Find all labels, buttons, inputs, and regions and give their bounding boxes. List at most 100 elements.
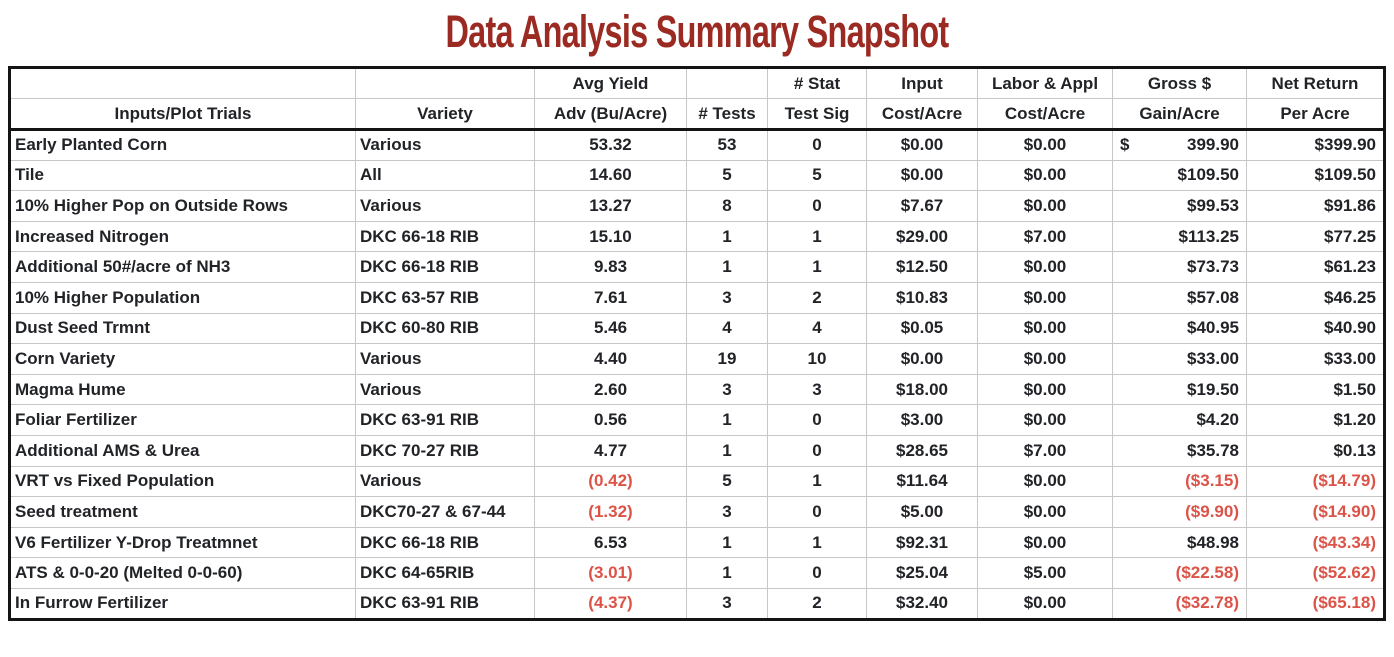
table-row: Increased Nitrogen DKC 66-18 RIB 15.10 1 1 $2… — [9, 220, 1385, 253]
table-row: 10% Higher Population DKC 63-57 RIB 7.61 3 2… — [9, 281, 1385, 314]
cell-labor-appl-cost: $0.00 — [977, 312, 1113, 345]
cell-stat-test-sig: 1 — [767, 220, 867, 253]
header-row-top: Avg Yield # Stat Input Labor & Appl Gross $ N… — [9, 67, 1385, 99]
cell-avg-yield-adv: 13.27 — [534, 190, 687, 222]
cell-net-return: ($43.34) — [1246, 526, 1385, 559]
cell-stat-test-sig: 2 — [767, 281, 867, 314]
cell-inputs-plot-trials: Increased Nitrogen — [9, 220, 356, 253]
cell-input-cost: $0.05 — [866, 312, 978, 345]
table-row: 10% Higher Pop on Outside Rows Various 13.… — [9, 190, 1385, 222]
cell-gross-gain: $73.73 — [1112, 251, 1247, 283]
cell-variety: DKC 66-18 RIB — [355, 526, 535, 559]
cell-stat-test-sig: 0 — [767, 404, 867, 436]
column-header-num-tests-top — [686, 67, 768, 99]
cell-avg-yield-adv: 15.10 — [534, 220, 687, 253]
cell-avg-yield-adv: (1.32) — [534, 496, 687, 528]
cell-stat-test-sig: 10 — [767, 343, 867, 375]
table-row: Additional AMS & Urea DKC 70-27 RIB 4.77 1 0… — [9, 434, 1385, 467]
column-header-gross-gain: Gain/Acre — [1112, 98, 1247, 131]
cell-gross-gain: $33.00 — [1112, 343, 1247, 375]
column-header-avg-yield-adv-top: Avg Yield — [534, 67, 687, 99]
column-header-gross-gain-top: Gross $ — [1112, 67, 1247, 99]
cell-stat-test-sig: 4 — [767, 312, 867, 345]
column-header-variety: Variety — [355, 98, 535, 131]
cell-stat-test-sig: 0 — [767, 129, 867, 161]
cell-inputs-plot-trials: Seed treatment — [9, 496, 356, 528]
page-title: Data Analysis Summary Snapshot — [445, 6, 950, 57]
cell-gross-gain: $40.95 — [1112, 312, 1247, 345]
cell-variety: DKC 66-18 RIB — [355, 220, 535, 253]
cell-inputs-plot-trials: Foliar Fertilizer — [9, 404, 356, 436]
cell-labor-appl-cost: $0.00 — [977, 465, 1113, 498]
cell-gross-gain: ($22.58) — [1112, 557, 1247, 589]
cell-gross-gain: $48.98 — [1112, 526, 1247, 559]
cell-labor-appl-cost: $0.00 — [977, 343, 1113, 375]
cell-gross-gain: $19.50 — [1112, 373, 1247, 406]
cell-variety: DKC 70-27 RIB — [355, 434, 535, 467]
cell-input-cost: $0.00 — [866, 159, 978, 192]
cell-labor-appl-cost: $0.00 — [977, 129, 1113, 161]
cell-num-tests: 5 — [686, 465, 768, 498]
cell-gross-gain: $399.90 — [1112, 129, 1247, 161]
cell-gross-gain: $99.53 — [1112, 190, 1247, 222]
column-header-labor-appl-cost-top: Labor & Appl — [977, 67, 1113, 99]
cell-num-tests: 19 — [686, 343, 768, 375]
cell-input-cost: $0.00 — [866, 129, 978, 161]
cell-gross-gain: $35.78 — [1112, 434, 1247, 467]
cell-avg-yield-adv: 4.40 — [534, 343, 687, 375]
cell-avg-yield-adv: 14.60 — [534, 159, 687, 192]
table-row: In Furrow Fertilizer DKC 63-91 RIB (4.37) 3… — [9, 587, 1385, 620]
cell-gross-gain: $57.08 — [1112, 281, 1247, 314]
cell-net-return: $399.90 — [1246, 129, 1385, 161]
cell-input-cost: $3.00 — [866, 404, 978, 436]
cell-labor-appl-cost: $0.00 — [977, 159, 1113, 192]
column-header-stat-test-sig: Test Sig — [767, 98, 867, 131]
cell-avg-yield-adv: 6.53 — [534, 526, 687, 559]
summary-table: Avg Yield # Stat Input Labor & Appl Gross $ N… — [8, 66, 1386, 621]
column-header-variety-top — [355, 67, 535, 99]
table-header: Avg Yield # Stat Input Labor & Appl Gross $ N… — [9, 67, 1385, 131]
cell-labor-appl-cost: $0.00 — [977, 190, 1113, 222]
cell-net-return: $77.25 — [1246, 220, 1385, 253]
column-header-avg-yield-adv: Adv (Bu/Acre) — [534, 98, 687, 131]
cell-stat-test-sig: 0 — [767, 557, 867, 589]
cell-variety: Various — [355, 373, 535, 406]
cell-gross-gain: ($32.78) — [1112, 587, 1247, 620]
cell-avg-yield-adv: 9.83 — [534, 251, 687, 283]
cell-avg-yield-adv: (0.42) — [534, 465, 687, 498]
cell-labor-appl-cost: $0.00 — [977, 496, 1113, 528]
cell-labor-appl-cost: $0.00 — [977, 587, 1113, 620]
cell-input-cost: $92.31 — [866, 526, 978, 559]
cell-net-return: $40.90 — [1246, 312, 1385, 345]
cell-stat-test-sig: 0 — [767, 190, 867, 222]
cell-input-cost: $25.04 — [866, 557, 978, 589]
cell-inputs-plot-trials: Dust Seed Trmnt — [9, 312, 356, 345]
cell-num-tests: 1 — [686, 404, 768, 436]
cell-inputs-plot-trials: 10% Higher Population — [9, 281, 356, 314]
table-row: Additional 50#/acre of NH3 DKC 66-18 RIB 9… — [9, 251, 1385, 283]
table-row: ATS & 0-0-20 (Melted 0-0-60) DKC 64-65RIB… — [9, 557, 1385, 589]
cell-avg-yield-adv: (3.01) — [534, 557, 687, 589]
cell-avg-yield-adv: 53.32 — [534, 129, 687, 161]
cell-variety: DKC 63-91 RIB — [355, 404, 535, 436]
cell-net-return: $61.23 — [1246, 251, 1385, 283]
cell-inputs-plot-trials: In Furrow Fertilizer — [9, 587, 356, 620]
cell-input-cost: $0.00 — [866, 343, 978, 375]
cell-net-return: $91.86 — [1246, 190, 1385, 222]
cell-labor-appl-cost: $0.00 — [977, 251, 1113, 283]
cell-variety: Various — [355, 190, 535, 222]
table-row: Seed treatment DKC70-27 & 67-44 (1.32) 3 0 $5… — [9, 496, 1385, 528]
column-header-stat-test-sig-top: # Stat — [767, 67, 867, 99]
cell-inputs-plot-trials: Additional 50#/acre of NH3 — [9, 251, 356, 283]
cell-net-return: ($14.90) — [1246, 496, 1385, 528]
cell-num-tests: 4 — [686, 312, 768, 345]
cell-variety: DKC 64-65RIB — [355, 557, 535, 589]
cell-stat-test-sig: 0 — [767, 496, 867, 528]
column-header-inputs-plot-trials-top — [9, 67, 356, 99]
cell-inputs-plot-trials: VRT vs Fixed Population — [9, 465, 356, 498]
cell-labor-appl-cost: $0.00 — [977, 526, 1113, 559]
cell-stat-test-sig: 1 — [767, 526, 867, 559]
cell-gross-gain: $109.50 — [1112, 159, 1247, 192]
cell-variety: DKC 63-91 RIB — [355, 587, 535, 620]
